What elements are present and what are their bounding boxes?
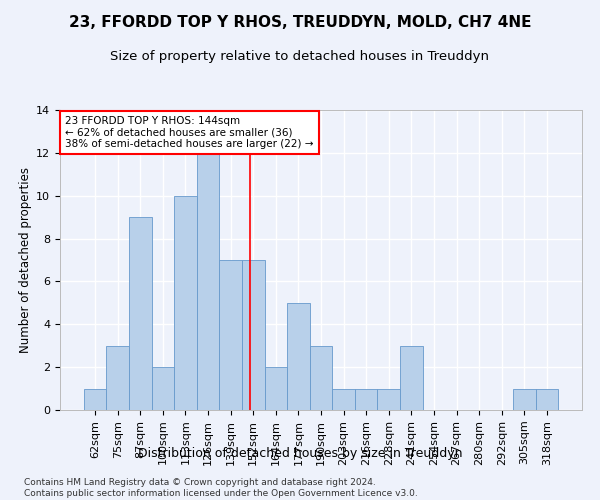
Bar [355,388,377,410]
Y-axis label: Number of detached properties: Number of detached properties [19,167,32,353]
Bar [197,153,220,410]
Bar [310,346,332,410]
Bar [536,388,558,410]
Bar [106,346,129,410]
Text: Distribution of detached houses by size in Treuddyn: Distribution of detached houses by size … [138,448,462,460]
Bar [220,260,242,410]
Bar [129,217,152,410]
Bar [84,388,106,410]
Text: Contains HM Land Registry data © Crown copyright and database right 2024.
Contai: Contains HM Land Registry data © Crown c… [24,478,418,498]
Text: Size of property relative to detached houses in Treuddyn: Size of property relative to detached ho… [110,50,490,63]
Text: 23, FFORDD TOP Y RHOS, TREUDDYN, MOLD, CH7 4NE: 23, FFORDD TOP Y RHOS, TREUDDYN, MOLD, C… [69,15,531,30]
Bar [332,388,355,410]
Bar [265,367,287,410]
Bar [174,196,197,410]
Text: 23 FFORDD TOP Y RHOS: 144sqm
← 62% of detached houses are smaller (36)
38% of se: 23 FFORDD TOP Y RHOS: 144sqm ← 62% of de… [65,116,314,149]
Bar [242,260,265,410]
Bar [377,388,400,410]
Bar [400,346,422,410]
Bar [513,388,536,410]
Bar [287,303,310,410]
Bar [152,367,174,410]
